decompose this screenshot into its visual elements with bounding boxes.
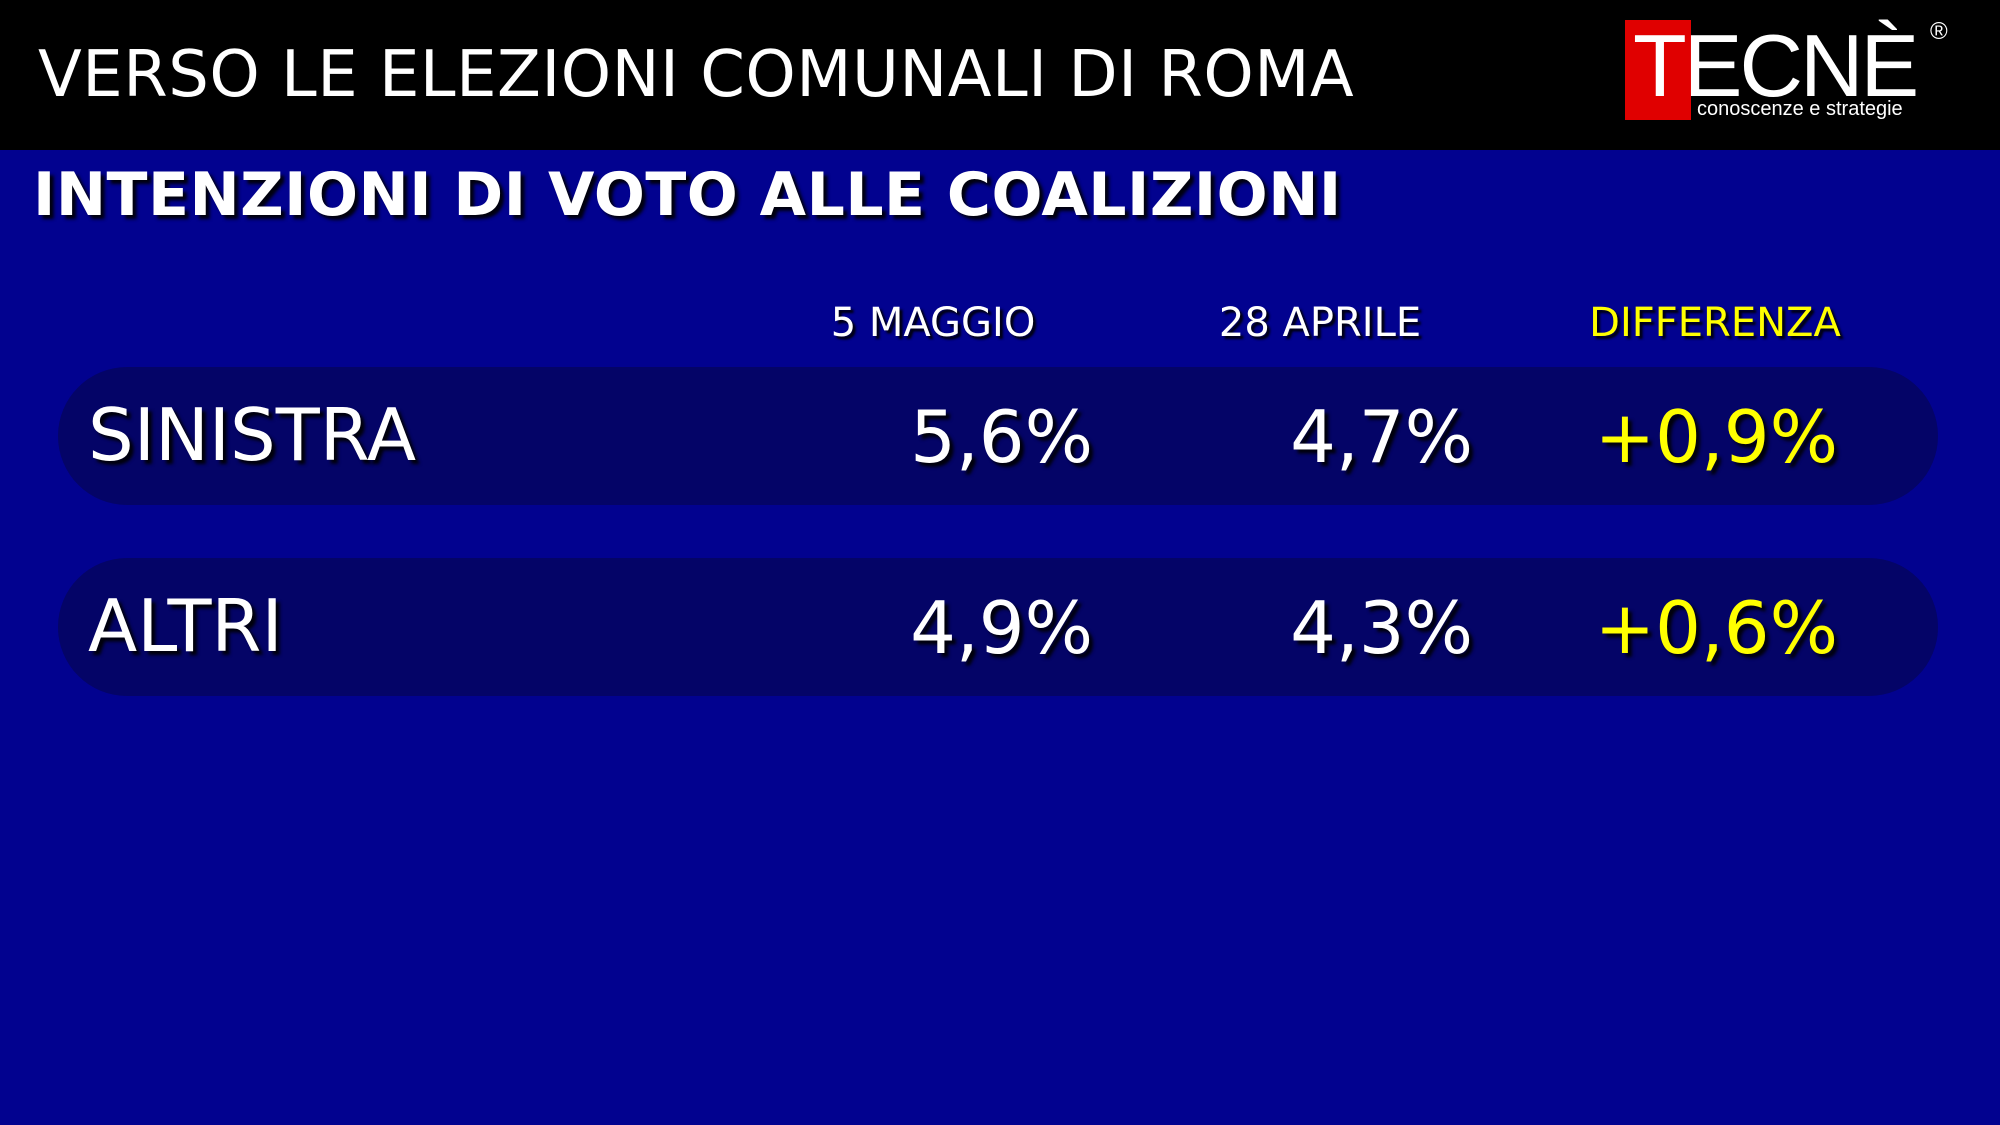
value-5-maggio: 5,6%: [910, 395, 1093, 479]
value-28-aprile: 4,7%: [1290, 395, 1473, 479]
row-label: SINISTRA: [88, 393, 417, 477]
logo-red-block: [1625, 20, 1691, 120]
value-differenza: +0,9%: [1594, 395, 1838, 479]
value-28-aprile: 4,3%: [1290, 586, 1473, 670]
logo-tagline: conoscenze e strategie: [1697, 98, 1903, 120]
value-differenza: +0,6%: [1594, 586, 1838, 670]
value-5-maggio: 4,9%: [910, 586, 1093, 670]
tecne-logo: TECNÈ ® conoscenze e strategie: [1625, 18, 1965, 123]
logo-registered-mark: ®: [1930, 18, 1948, 45]
table-row-altri: ALTRI 4,9% 4,3% +0,6%: [58, 558, 1938, 696]
header-bar: VERSO LE ELEZIONI COMUNALI DI ROMA TECNÈ…: [0, 0, 2000, 150]
row-label: ALTRI: [88, 584, 283, 668]
logo-wordmark: TECNÈ: [1633, 16, 1919, 115]
column-header-5-maggio: 5 MAGGIO: [830, 300, 1036, 346]
table-row-sinistra: SINISTRA 5,6% 4,7% +0,9%: [58, 367, 1938, 505]
column-header-28-aprile: 28 APRILE: [1218, 300, 1422, 346]
slide-subtitle: INTENZIONI DI VOTO ALLE COALIZIONI: [33, 160, 1342, 230]
column-header-differenza: DIFFERENZA: [1589, 300, 1841, 346]
header-title: VERSO LE ELEZIONI COMUNALI DI ROMA: [38, 38, 1355, 112]
